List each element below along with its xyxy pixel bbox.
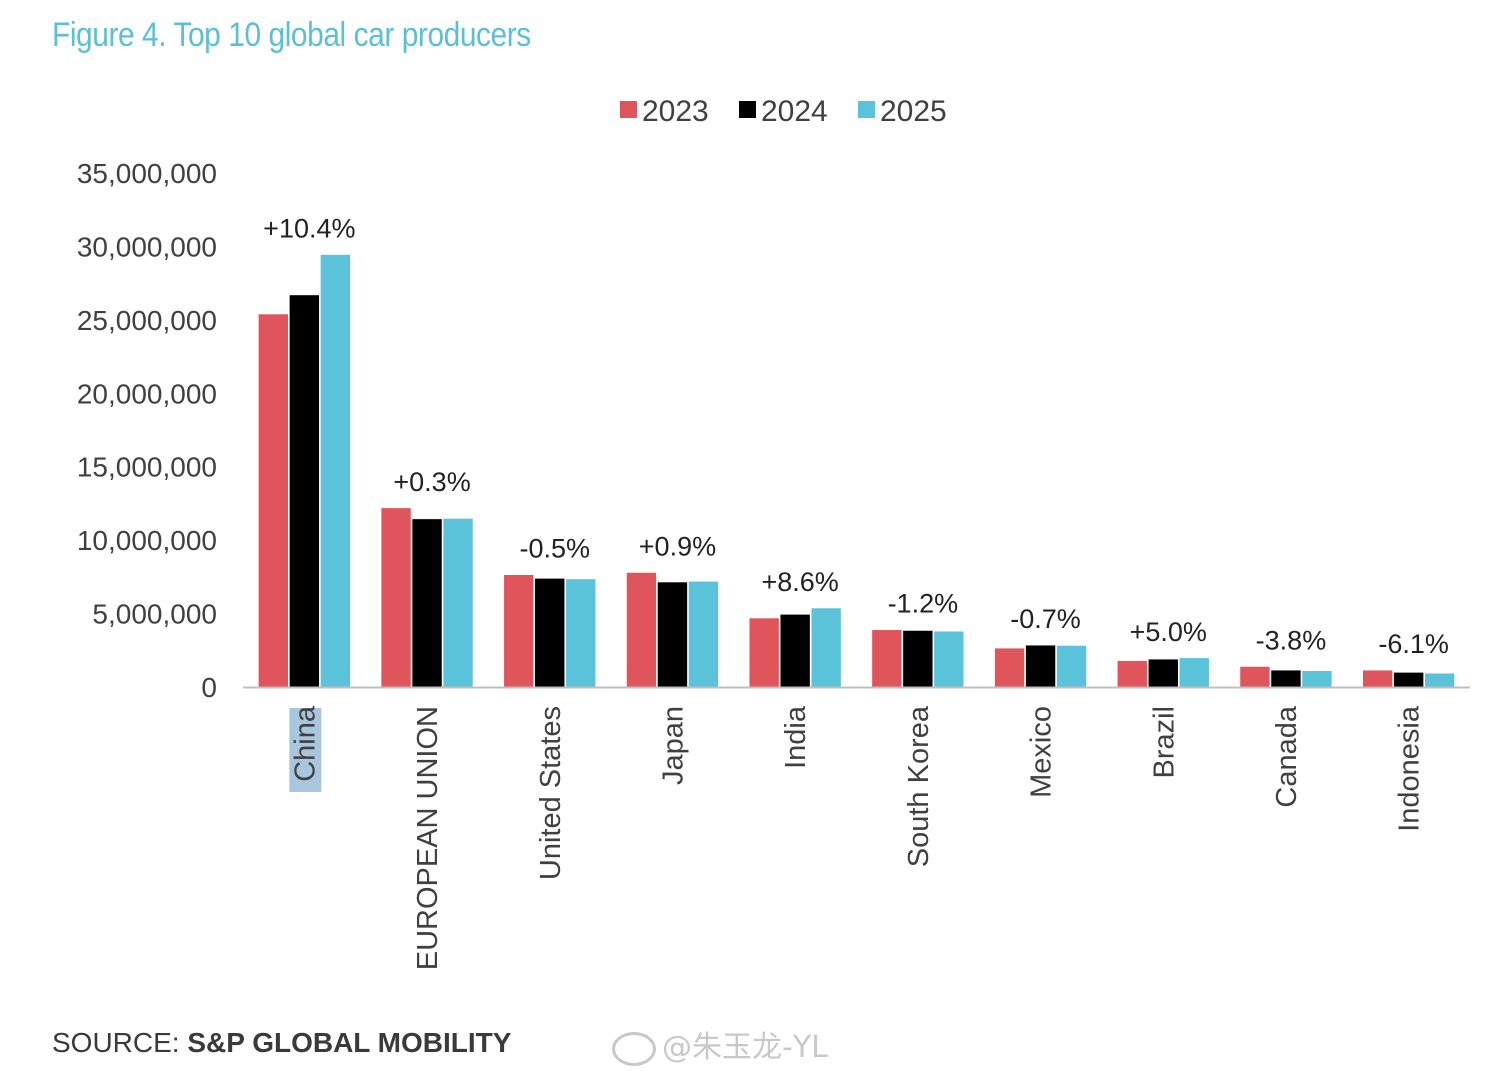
- bar-2023: [258, 313, 289, 688]
- figure-title: Figure 4. Top 10 global car producers: [52, 16, 531, 54]
- bar-2023: [748, 617, 780, 688]
- bar-2024: [534, 578, 566, 688]
- y-tick-label: 10,000,000: [77, 525, 217, 556]
- bar-2024: [657, 581, 688, 688]
- bar-2024: [1025, 644, 1056, 688]
- growth-label: +0.3%: [393, 467, 470, 497]
- bar-2025: [1424, 672, 1455, 688]
- legend-label-2025: 2025: [880, 95, 947, 128]
- source-name: S&P GLOBAL MOBILITY: [187, 1027, 512, 1058]
- bar-2024: [902, 630, 934, 688]
- legend-label-2024: 2024: [761, 95, 828, 128]
- growth-label: -0.7%: [1010, 604, 1081, 634]
- weibo-icon: [612, 1031, 656, 1066]
- legend-label-2023: 2023: [642, 95, 709, 128]
- growth-label: -0.5%: [519, 534, 590, 564]
- y-tick-label: 5,000,000: [92, 599, 217, 630]
- legend-swatch-2023: [620, 101, 637, 118]
- selected-label-highlight: [289, 708, 322, 792]
- bar-2025: [810, 607, 842, 688]
- bar-2025: [1301, 670, 1333, 688]
- bar-2024: [779, 614, 811, 688]
- bars: [258, 254, 1455, 688]
- legend-swatch-2025: [858, 101, 875, 118]
- bar-2025: [1178, 657, 1210, 688]
- y-tick-label: 0: [201, 672, 217, 703]
- bar-2025: [1056, 645, 1087, 688]
- bar-2025: [320, 254, 351, 688]
- bar-2025: [442, 518, 474, 688]
- growth-label: +5.0%: [1130, 617, 1207, 647]
- growth-label: -3.8%: [1256, 625, 1327, 655]
- bar-2023: [380, 507, 412, 688]
- bar-2025: [933, 630, 965, 688]
- bar-2023: [994, 647, 1025, 688]
- bar-2023: [503, 574, 535, 688]
- bar-2024: [1147, 658, 1179, 688]
- source-label: SOURCE:: [52, 1027, 180, 1058]
- x-tick-label: Brazil: [1148, 706, 1180, 779]
- bar-2024: [1270, 669, 1302, 688]
- watermark-text: @朱玉龙-YL: [662, 1030, 828, 1065]
- growth-label: +0.9%: [639, 531, 716, 561]
- x-tick-label: United States: [535, 706, 567, 880]
- y-tick-label: 30,000,000: [77, 231, 217, 262]
- bar-chart: 2023 2024 2025 0 5,000,000 10,000,000 15,000,…: [77, 95, 1470, 970]
- bar-2025: [688, 580, 719, 688]
- bar-2024: [289, 294, 320, 688]
- x-tick-label: South Korea: [903, 705, 935, 867]
- growth-label: -1.2%: [888, 589, 959, 619]
- growth-label: +10.4%: [263, 214, 355, 244]
- watermark: @朱玉龙-YL: [612, 1022, 828, 1066]
- x-tick-label: China: [289, 705, 321, 782]
- bar-2023: [1362, 669, 1393, 688]
- y-tick-label: 35,000,000: [77, 158, 217, 189]
- source-note: SOURCE: S&P GLOBAL MOBILITY: [52, 1027, 511, 1059]
- bar-2023: [626, 572, 657, 688]
- bar-2024: [1393, 672, 1424, 688]
- bar-2024: [411, 518, 443, 688]
- y-tick-label: 15,000,000: [77, 452, 217, 483]
- bar-2023: [871, 629, 903, 688]
- y-tick-label: 25,000,000: [77, 305, 217, 336]
- x-tick-label: EUROPEAN UNION: [412, 706, 444, 970]
- x-tick-label: Mexico: [1026, 706, 1058, 798]
- legend: 2023 2024 2025: [620, 95, 947, 128]
- growth-label: -6.1%: [1378, 629, 1449, 659]
- x-axis: China EUROPEAN UNION United States Japan Ind…: [243, 686, 1470, 970]
- bar-2023: [1116, 660, 1148, 688]
- bar-2025: [565, 578, 597, 688]
- x-tick-label: Japan: [657, 706, 689, 785]
- growth-label: +8.6%: [761, 567, 838, 597]
- x-tick-label: India: [780, 705, 812, 769]
- legend-swatch-2024: [739, 101, 756, 118]
- annotations: +10.4% +0.3% -0.5% +0.9% +8.6% -1.2% -0.7% +5.0…: [263, 214, 1449, 660]
- y-axis: 0 5,000,000 10,000,000 15,000,000 20,000,000…: [77, 158, 217, 703]
- y-tick-label: 20,000,000: [77, 378, 217, 409]
- x-tick-label: Indonesia: [1394, 705, 1426, 832]
- x-tick-label: Canada: [1271, 705, 1303, 807]
- bar-2023: [1239, 666, 1271, 688]
